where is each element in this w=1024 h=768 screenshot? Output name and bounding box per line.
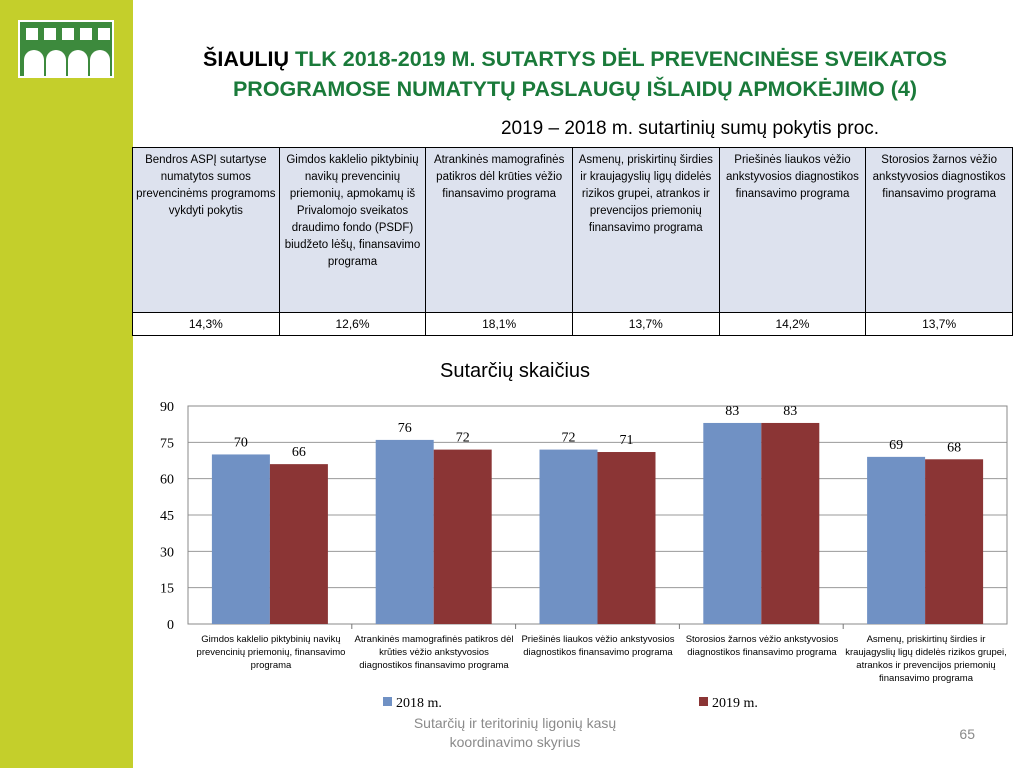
x-category-label: Atrankinės mamografinės patikros dėl krū…: [354, 634, 514, 671]
y-tick-label: 60: [160, 473, 174, 488]
table-header-cell: Storosios žarnos vėžio ankstyvosios diag…: [865, 147, 1013, 313]
data-label: 83: [725, 404, 739, 419]
title-line1: TLK 2018-2019 M. SUTARTYS DĖL PREVENCINĖ…: [289, 47, 947, 71]
organization-logo-icon: [18, 20, 114, 78]
y-tick-label: 0: [167, 618, 174, 633]
bar-2018: [211, 454, 270, 624]
y-tick-label: 15: [160, 582, 174, 597]
y-tick-label: 75: [160, 436, 174, 451]
legend-label-2019: 2019 m.: [712, 696, 758, 711]
legend-swatch-2018: [383, 697, 392, 706]
bar-2019: [761, 422, 820, 624]
bar-2019: [433, 449, 492, 624]
table-header-cell: Bendros ASPĮ sutartyse numatytos sumos p…: [132, 147, 280, 313]
x-category-label: Gimdos kaklelio piktybinių navikų preven…: [196, 634, 346, 671]
table-header-cell: Asmenų, priskirtinų širdies ir kraujagys…: [571, 147, 720, 313]
data-label: 76: [398, 421, 412, 436]
data-label: 68: [947, 440, 961, 455]
slide-title: ŠIAULIŲ TLK 2018-2019 M. SUTARTYS DĖL PR…: [140, 44, 1010, 104]
y-tick-label: 30: [160, 545, 174, 560]
x-category-label: Asmenų, priskirtinų širdies ir kraujagys…: [845, 634, 1007, 684]
x-category-label: Storosios žarnos vėžio ankstyvosios diag…: [685, 634, 839, 658]
legend-2019: 2019 m.: [699, 696, 758, 712]
data-label: 71: [620, 433, 634, 448]
table-subtitle: 2019 – 2018 m. sutartinių sumų pokytis p…: [500, 118, 880, 139]
data-label: 83: [783, 404, 797, 419]
data-label: 72: [456, 431, 470, 446]
table-value-cell: 13,7%: [571, 312, 720, 336]
title-line2: PROGRAMOSE NUMATYTŲ PASLAUGŲ IŠLAIDŲ APM…: [232, 77, 918, 101]
legend-swatch-2019: [699, 697, 708, 706]
sidebar-band: [0, 0, 133, 768]
data-label: 72: [562, 431, 576, 446]
page-number: 65: [959, 726, 975, 742]
legend-2018: 2018 m.: [383, 696, 442, 712]
y-tick-label: 90: [160, 400, 174, 415]
chart-title: Sutarčių skaičius: [440, 360, 591, 382]
data-label: 69: [889, 438, 903, 453]
bar-2019: [269, 464, 328, 624]
bar-2019: [597, 452, 656, 624]
data-label: 66: [292, 445, 306, 460]
table-value-cell: 14,2%: [718, 312, 867, 336]
change-table: Bendros ASPĮ sutartyse numatytos sumos p…: [132, 147, 1013, 336]
legend-label-2018: 2018 m.: [396, 696, 442, 711]
table-header-cell: Atrankinės mamografinės patikros dėl krū…: [425, 147, 573, 313]
bar-chart: 0 15 30 45 60 75 90 70 66 76 72 72 71 83 83 69 68: [160, 400, 1008, 633]
data-label: 70: [234, 435, 248, 450]
bar-2018: [539, 449, 598, 624]
bar-2018: [867, 456, 926, 624]
table-value-cell: 13,7%: [865, 312, 1013, 336]
table-header-cell: Priešinės liaukos vėžio ankstyvosios dia…: [718, 147, 867, 313]
table-value-cell: 12,6%: [278, 312, 427, 336]
bar-2018: [375, 439, 434, 624]
bar-2019: [925, 459, 984, 624]
y-tick-label: 45: [160, 509, 174, 524]
table-value-cell: 14,3%: [132, 312, 280, 336]
table-value-cell: 18,1%: [425, 312, 573, 336]
table-header-row: Bendros ASPĮ sutartyse numatytos sumos p…: [132, 147, 1013, 313]
title-city: ŠIAULIŲ: [203, 47, 290, 71]
x-category-label: Priešinės liaukos vėžio ankstyvosios dia…: [521, 634, 675, 658]
footer-department: Sutarčių ir teritorinių ligonių kasų koo…: [413, 715, 617, 750]
bar-2018: [703, 422, 762, 624]
table-header-cell: Gimdos kaklelio piktybinių navikų preven…: [278, 147, 427, 313]
table-values-row: 14,3% 12,6% 18,1% 13,7% 14,2% 13,7%: [132, 312, 1013, 336]
